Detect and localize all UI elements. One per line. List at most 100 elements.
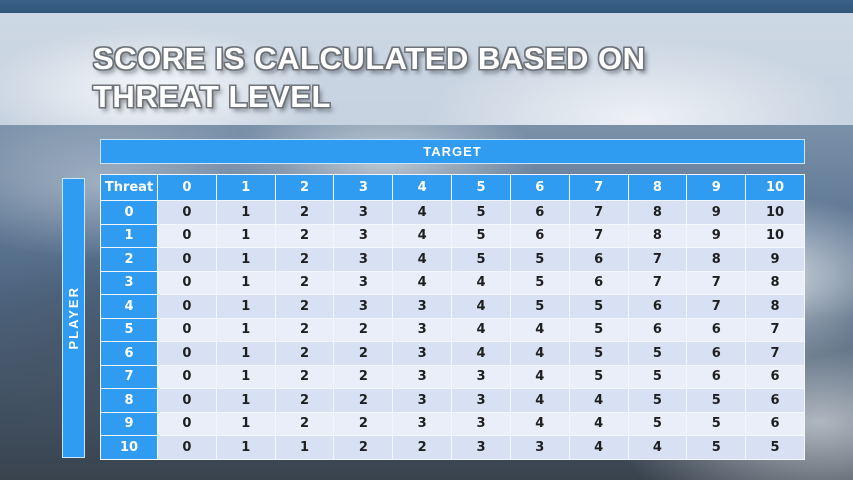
score-cell: 2 xyxy=(274,223,335,248)
score-cell: 2 xyxy=(333,388,394,413)
score-cell: 0 xyxy=(157,247,217,272)
column-header-0: 0 xyxy=(157,174,217,201)
row-header-threat-10: 10 xyxy=(100,435,158,460)
score-cell: 3 xyxy=(392,294,453,319)
score-cell: 6 xyxy=(509,200,570,225)
top-accent-strip xyxy=(0,0,853,13)
column-header-9: 9 xyxy=(686,174,747,201)
score-cell: 4 xyxy=(509,411,570,436)
score-cell: 8 xyxy=(686,247,747,272)
score-cell: 8 xyxy=(627,223,688,248)
score-cell: 1 xyxy=(215,247,276,272)
score-cell: 6 xyxy=(745,388,805,413)
score-cell: 3 xyxy=(333,270,394,295)
score-cell: 7 xyxy=(745,317,805,342)
score-cell: 1 xyxy=(215,388,276,413)
score-cell: 2 xyxy=(333,435,394,460)
score-cell: 4 xyxy=(627,435,688,460)
score-cell: 3 xyxy=(333,247,394,272)
column-header-4: 4 xyxy=(392,174,453,201)
score-cell: 4 xyxy=(392,223,453,248)
score-cell: 8 xyxy=(627,200,688,225)
column-header-3: 3 xyxy=(333,174,394,201)
score-cell: 5 xyxy=(627,388,688,413)
score-cell: 10 xyxy=(745,200,805,225)
score-cell: 6 xyxy=(686,317,747,342)
score-cell: 6 xyxy=(686,364,747,389)
score-cell: 3 xyxy=(333,223,394,248)
score-cell: 9 xyxy=(745,247,805,272)
target-header: TARGET xyxy=(100,139,805,164)
score-cell: 5 xyxy=(509,247,570,272)
score-cell: 8 xyxy=(745,294,805,319)
column-header-row: Threat 0 1 2 3 4 5 6 7 8 9 10 xyxy=(100,174,805,201)
score-cell: 1 xyxy=(215,435,276,460)
score-cell: 2 xyxy=(274,247,335,272)
score-cell: 0 xyxy=(157,200,217,225)
score-cell: 3 xyxy=(451,388,511,413)
score-cell: 5 xyxy=(686,388,747,413)
score-cell: 1 xyxy=(215,223,276,248)
row-header-threat-6: 6 xyxy=(100,341,158,366)
row-header-threat-9: 9 xyxy=(100,411,158,436)
score-cell: 4 xyxy=(568,411,629,436)
score-cell: 3 xyxy=(451,364,511,389)
score-cell: 2 xyxy=(333,411,394,436)
score-cell: 4 xyxy=(451,270,511,295)
score-cell: 4 xyxy=(509,317,570,342)
score-cell: 5 xyxy=(509,270,570,295)
score-cell: 5 xyxy=(568,341,629,366)
score-cell: 1 xyxy=(215,294,276,319)
score-cell: 1 xyxy=(215,270,276,295)
score-cell: 3 xyxy=(333,294,394,319)
score-cell: 1 xyxy=(215,411,276,436)
score-cell: 1 xyxy=(215,364,276,389)
player-header-label: PLAYER xyxy=(66,286,81,350)
score-cell: 2 xyxy=(274,411,335,436)
score-cell: 4 xyxy=(392,200,453,225)
score-cell: 2 xyxy=(333,317,394,342)
corner-header-threat: Threat xyxy=(100,174,158,201)
score-table-body: 0 0 1 2 3 4 5 6 7 8 9 10 1 0 1 2 3 4 5 6 7 8 9 10 2 0 1 2 3 4 5 5 6 7 8 9 3 0… xyxy=(100,200,805,460)
score-cell: 3 xyxy=(392,364,453,389)
row-header-threat-5: 5 xyxy=(100,317,158,342)
score-cell: 5 xyxy=(451,200,511,225)
score-cell: 0 xyxy=(157,341,217,366)
row-header-threat-8: 8 xyxy=(100,388,158,413)
score-cell: 7 xyxy=(686,294,747,319)
target-header-label: TARGET xyxy=(423,144,482,159)
column-header-10: 10 xyxy=(745,174,805,201)
score-cell: 1 xyxy=(215,341,276,366)
score-cell: 5 xyxy=(451,247,511,272)
score-cell: 5 xyxy=(451,223,511,248)
score-cell: 6 xyxy=(509,223,570,248)
score-cell: 3 xyxy=(333,200,394,225)
column-header-6: 6 xyxy=(509,174,570,201)
score-cell: 4 xyxy=(392,247,453,272)
score-cell: 3 xyxy=(392,388,453,413)
score-cell: 1 xyxy=(215,200,276,225)
score-cell: 5 xyxy=(745,435,805,460)
score-cell: 10 xyxy=(745,223,805,248)
score-cell: 0 xyxy=(157,223,217,248)
score-cell: 4 xyxy=(451,294,511,319)
score-cell: 5 xyxy=(509,294,570,319)
score-cell: 4 xyxy=(509,388,570,413)
score-cell: 3 xyxy=(509,435,570,460)
score-cell: 0 xyxy=(157,388,217,413)
score-cell: 7 xyxy=(627,247,688,272)
score-cell: 7 xyxy=(568,200,629,225)
score-cell: 1 xyxy=(274,435,335,460)
score-cell: 6 xyxy=(627,317,688,342)
score-table: Threat 0 1 2 3 4 5 6 7 8 9 10 0 0 1 2 3 4 5 6 7 8 9 10 1 0 1 2 3 4 5 6… xyxy=(100,174,805,460)
score-cell: 3 xyxy=(451,435,511,460)
score-cell: 5 xyxy=(568,364,629,389)
row-header-threat-4: 4 xyxy=(100,294,158,319)
row-header-threat-1: 1 xyxy=(100,223,158,248)
score-cell: 4 xyxy=(509,364,570,389)
score-cell: 4 xyxy=(392,270,453,295)
